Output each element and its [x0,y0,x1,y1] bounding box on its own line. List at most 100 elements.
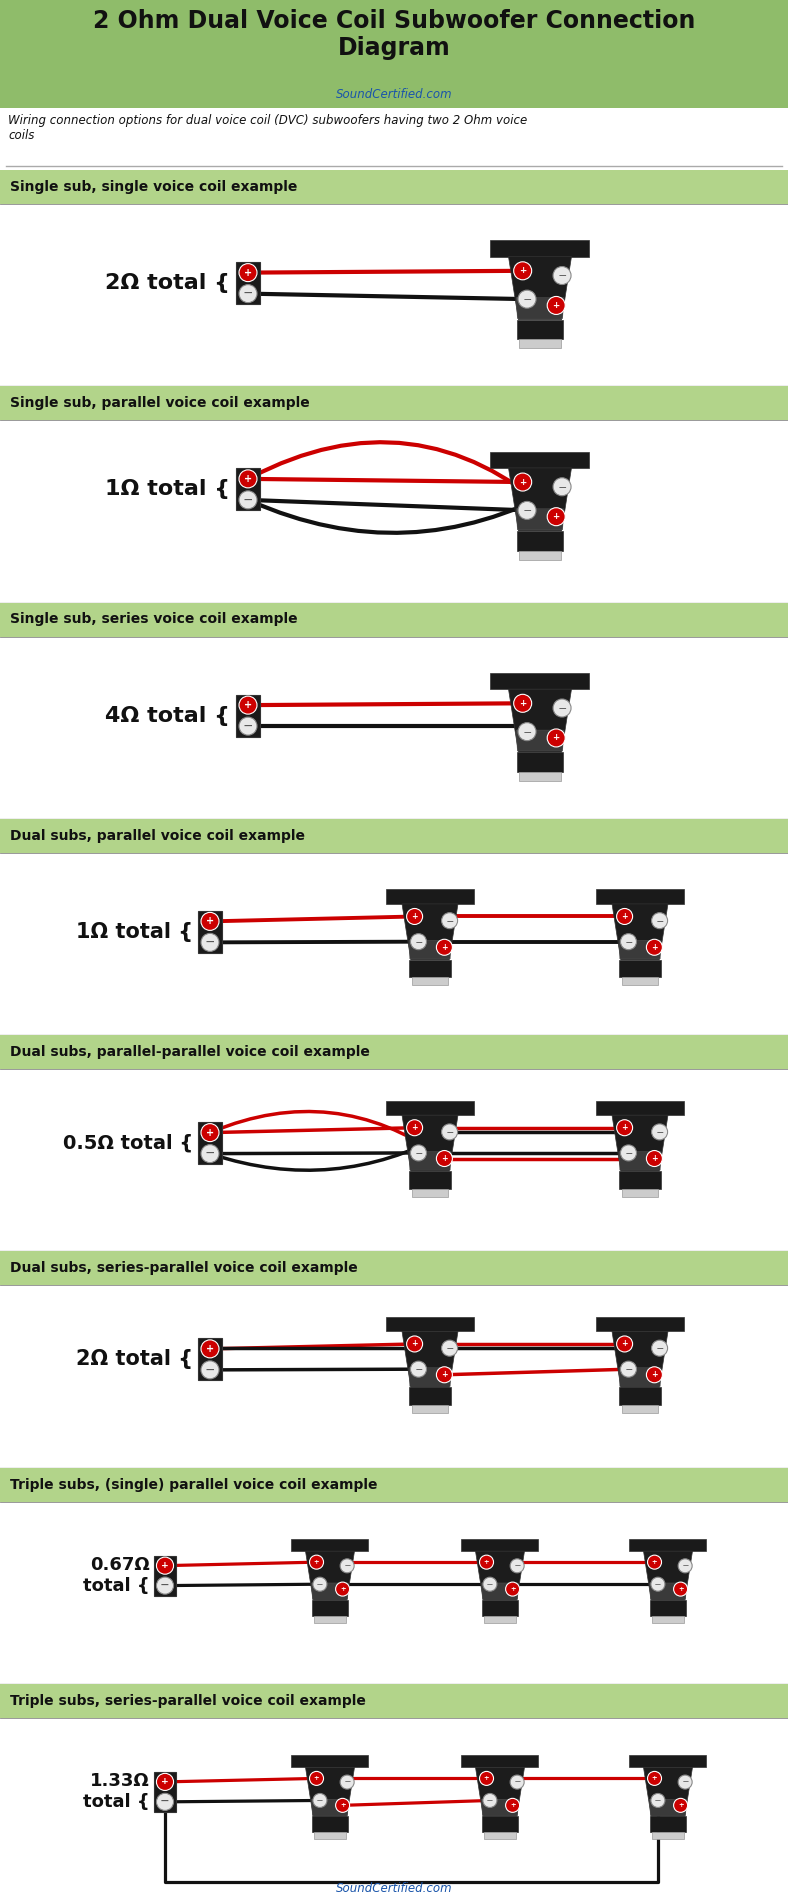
Polygon shape [596,889,684,904]
Text: +: + [161,1776,169,1786]
Circle shape [441,912,458,929]
Text: —: — [243,722,252,732]
Circle shape [678,1775,692,1790]
Polygon shape [402,1115,458,1170]
Polygon shape [619,1368,661,1387]
Circle shape [483,1794,497,1807]
Text: +: + [340,1803,345,1809]
Bar [154,1556,177,1596]
Polygon shape [462,1756,538,1767]
Circle shape [201,912,219,931]
Polygon shape [516,730,563,750]
Polygon shape [490,241,589,256]
Text: —: — [161,1797,169,1807]
Bar [622,977,659,986]
Bar [314,1615,346,1623]
Circle shape [651,1794,665,1807]
Text: +: + [206,1343,214,1355]
Polygon shape [306,1550,355,1600]
Text: Wiring connection options for dual voice coil (DVC) subwoofers having two 2 Ohm : Wiring connection options for dual voice… [8,114,527,142]
Bar [314,1832,346,1839]
Text: —: — [625,939,632,944]
Bar [312,1600,348,1615]
Polygon shape [612,904,668,960]
Polygon shape [630,1539,707,1550]
Text: —: — [625,1150,632,1155]
Text: —: — [682,1780,688,1784]
Bar [312,1816,348,1832]
Circle shape [518,291,536,308]
Bar [411,977,448,986]
Polygon shape [490,452,589,467]
Circle shape [616,1336,633,1353]
Bar [481,1816,519,1832]
Circle shape [646,1366,663,1383]
Bar [519,771,561,781]
Circle shape [411,933,426,950]
Circle shape [652,1340,667,1357]
Text: 2 Ohm Dual Voice Coil Subwoofer Connection
Diagram: 2 Ohm Dual Voice Coil Subwoofer Connecti… [93,10,695,61]
Text: —: — [559,484,566,490]
Text: —: — [206,939,214,946]
Bar [622,1189,659,1197]
Text: Dual subs, series-parallel voice coil example: Dual subs, series-parallel voice coil ex… [10,1262,358,1275]
Text: 1Ω total {: 1Ω total { [76,922,193,942]
Circle shape [407,1336,422,1353]
Polygon shape [402,904,458,960]
Text: Triple subs, (single) parallel voice coil example: Triple subs, (single) parallel voice coi… [10,1478,377,1492]
Text: —: — [559,272,566,279]
Text: +: + [314,1560,319,1566]
Circle shape [646,939,663,956]
Circle shape [553,266,571,285]
Circle shape [506,1797,519,1813]
Circle shape [620,1360,637,1377]
Text: —: — [656,1345,663,1351]
Circle shape [239,716,257,735]
Text: +: + [244,268,252,277]
Text: 1Ω total {: 1Ω total { [105,479,230,500]
Text: —: — [523,296,531,302]
Circle shape [506,1583,519,1596]
Text: —: — [487,1581,492,1586]
Text: 1.33Ω
total {: 1.33Ω total { [84,1773,150,1811]
Circle shape [239,285,257,302]
Circle shape [553,477,571,496]
Bar [409,1387,451,1404]
Text: —: — [446,1129,453,1134]
Text: +: + [314,1775,319,1782]
Circle shape [201,1123,219,1142]
Polygon shape [508,256,571,319]
Circle shape [651,1577,665,1590]
Text: —: — [344,1564,350,1567]
Bar [517,530,563,551]
Circle shape [201,933,219,952]
Text: —: — [415,939,422,944]
Circle shape [310,1771,324,1786]
Text: 0.5Ω total {: 0.5Ω total { [63,1134,193,1153]
Text: +: + [552,513,559,521]
Text: +: + [652,1560,657,1566]
Text: +: + [621,1340,628,1349]
Text: Dual subs, parallel-parallel voice coil example: Dual subs, parallel-parallel voice coil … [10,1045,370,1058]
Circle shape [157,1773,173,1790]
Bar [517,319,563,340]
Polygon shape [386,889,474,904]
Text: —: — [523,507,531,513]
Text: —: — [415,1150,422,1155]
Circle shape [437,1366,452,1383]
Circle shape [437,1151,452,1167]
Polygon shape [612,1332,668,1387]
Circle shape [674,1797,688,1813]
Text: +: + [519,266,526,275]
Circle shape [678,1558,692,1573]
Text: —: — [515,1564,520,1567]
Circle shape [510,1775,524,1790]
Circle shape [514,473,532,490]
Text: 2Ω total {: 2Ω total { [105,274,230,293]
Text: —: — [446,918,453,923]
Text: —: — [317,1797,323,1803]
Bar [652,1832,684,1839]
Bar [650,1816,686,1832]
Polygon shape [490,673,589,690]
Text: SoundCertified.com: SoundCertified.com [336,1881,452,1894]
